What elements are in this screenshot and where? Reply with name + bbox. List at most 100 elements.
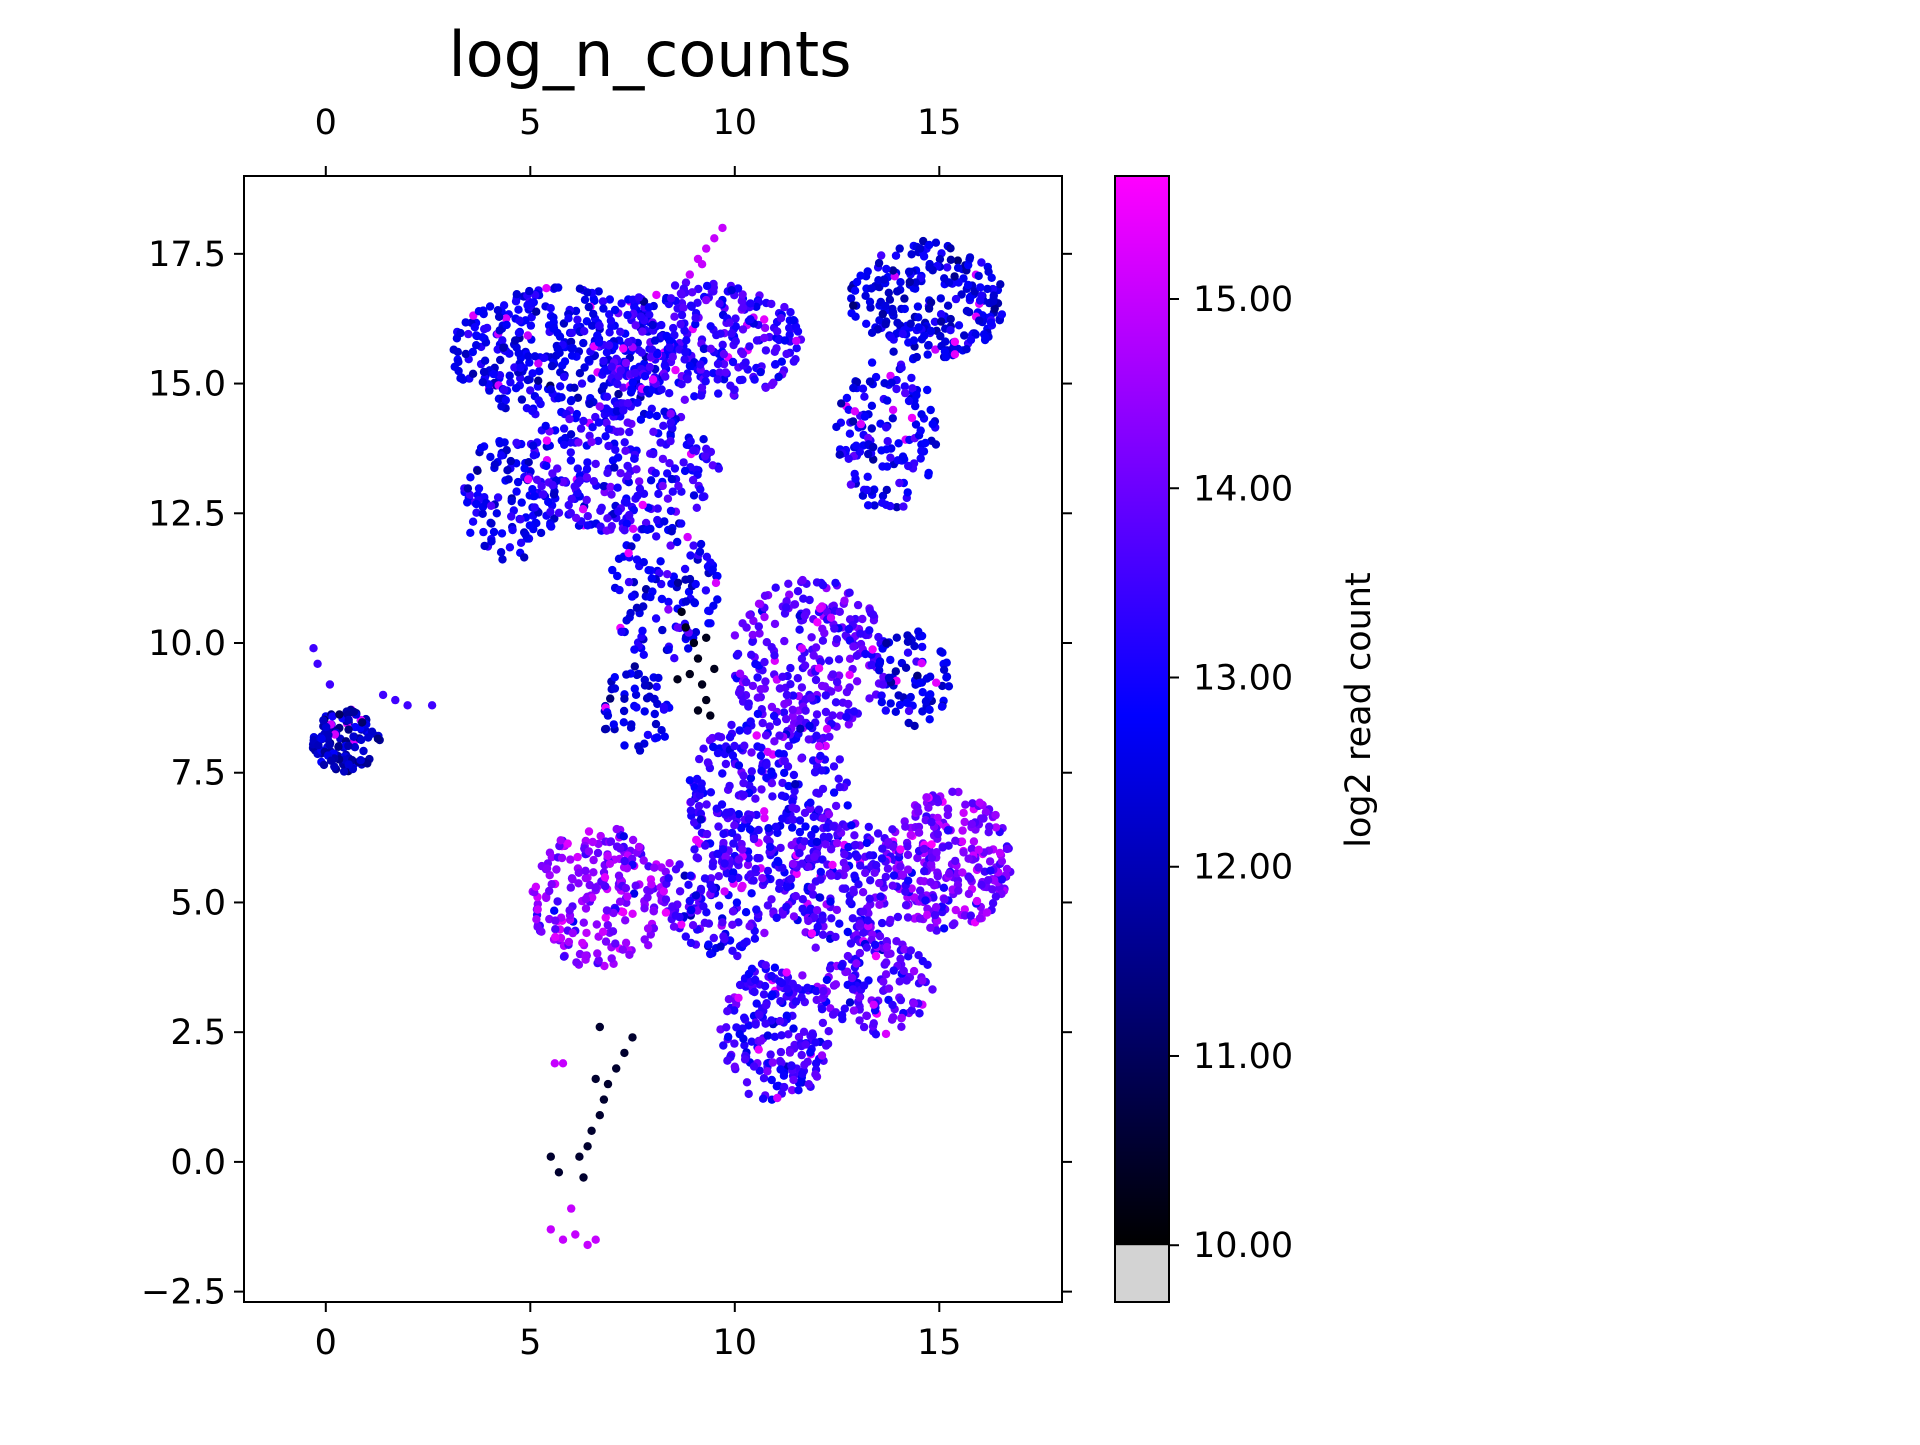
scatter-point: [689, 491, 699, 500]
scatter-point: [524, 458, 533, 467]
scatter-point: [899, 502, 908, 511]
scatter-point: [620, 741, 629, 750]
scatter-point: [456, 328, 465, 338]
scatter-point: [913, 671, 922, 680]
scatter-point: [845, 654, 855, 663]
scatter-point: [506, 456, 515, 466]
scatter-point: [917, 410, 926, 419]
scatter-point: [877, 691, 886, 700]
scatter-point: [502, 446, 511, 455]
scatter-point: [779, 1071, 789, 1080]
scatter-point: [506, 378, 515, 387]
scatter-point: [800, 611, 809, 620]
scatter-point: [797, 654, 807, 663]
scatter-point: [772, 913, 781, 923]
scatter-point: [403, 701, 412, 710]
scatter-point: [856, 629, 865, 638]
scatter-point: [594, 287, 603, 296]
scatter-point: [761, 346, 771, 355]
scatter-point: [797, 683, 807, 692]
scatter-point: [692, 853, 701, 862]
scatter-point: [835, 782, 844, 792]
scatter-point: [784, 579, 793, 588]
scatter-point: [539, 353, 549, 363]
scatter-point: [564, 314, 573, 323]
scatter-point: [708, 884, 718, 894]
scatter-point: [660, 732, 669, 741]
scatter-point: [760, 612, 769, 622]
scatter-point: [566, 430, 576, 439]
scatter-point: [730, 631, 740, 640]
scatter-point: [744, 814, 753, 824]
scatter-point: [786, 308, 795, 317]
scatter-point: [845, 670, 854, 680]
scatter-point: [960, 331, 969, 340]
scatter-point: [719, 838, 728, 848]
scatter-point: [834, 774, 843, 783]
scatter-point: [928, 985, 937, 994]
scatter-point: [904, 267, 914, 276]
scatter-point: [547, 853, 556, 862]
scatter-point: [842, 712, 851, 722]
scatter-point: [911, 420, 921, 429]
scatter-point: [837, 399, 846, 408]
scatter-point: [574, 438, 583, 447]
scatter-point: [925, 263, 934, 272]
scatter-point: [516, 363, 525, 372]
scatter-point: [798, 904, 807, 913]
scatter-point: [632, 703, 641, 712]
scatter-point: [643, 924, 653, 933]
scatter-point: [877, 446, 886, 455]
scatter-point: [630, 645, 639, 654]
scatter-point: [680, 355, 689, 364]
scatter-point: [848, 417, 858, 426]
scatter-point: [706, 788, 716, 797]
scatter-point: [677, 380, 686, 389]
scatter-point: [573, 393, 583, 402]
scatter-point: [649, 427, 658, 436]
scatter-point: [967, 819, 976, 829]
scatter-point: [533, 905, 542, 914]
scatter-point: [608, 927, 618, 936]
scatter-point: [681, 932, 690, 941]
scatter-point: [745, 825, 755, 834]
scatter-point: [667, 579, 676, 588]
scatter-point: [674, 481, 683, 491]
scatter-point: [872, 861, 881, 870]
scatter-point: [605, 859, 615, 868]
scatter-point: [747, 1037, 756, 1046]
scatter-point: [763, 747, 772, 757]
scatter-point: [975, 914, 985, 923]
scatter-point: [657, 579, 666, 589]
scatter-point: [671, 911, 680, 920]
scatter-point: [499, 385, 509, 395]
scatter-point: [923, 910, 932, 920]
scatter-point: [697, 680, 707, 689]
scatter-point: [603, 711, 613, 720]
scatter-point: [746, 773, 756, 783]
scatter-point: [555, 332, 565, 341]
scatter-point: [722, 869, 731, 878]
scatter-point: [896, 862, 905, 871]
scatter-point: [831, 980, 841, 989]
scatter-point: [914, 627, 923, 636]
scatter-point: [811, 643, 821, 652]
scatter-point: [878, 680, 888, 689]
scatter-point: [670, 281, 680, 290]
scatter-point: [793, 984, 802, 993]
scatter-point: [553, 344, 562, 353]
scatter-point: [700, 874, 710, 883]
scatter-point: [734, 855, 743, 864]
scatter-point: [474, 307, 484, 316]
scatter-point: [776, 997, 785, 1006]
scatter-point: [474, 484, 484, 493]
scatter-point: [933, 872, 942, 881]
scatter-point: [718, 340, 727, 349]
scatter-point: [612, 407, 622, 416]
scatter-point: [612, 1064, 621, 1073]
scatter-point: [695, 754, 704, 764]
scatter-point: [871, 1030, 881, 1039]
scatter-point: [835, 450, 844, 459]
scatter-point: [480, 356, 490, 365]
